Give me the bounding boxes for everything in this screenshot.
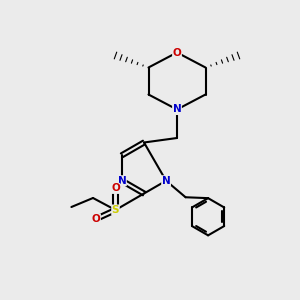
Text: N: N [162, 176, 170, 186]
Text: S: S [112, 205, 119, 215]
Text: O: O [172, 47, 182, 58]
Text: O: O [111, 183, 120, 194]
Text: N: N [172, 104, 182, 115]
Text: N: N [118, 176, 126, 186]
Text: O: O [92, 214, 100, 224]
